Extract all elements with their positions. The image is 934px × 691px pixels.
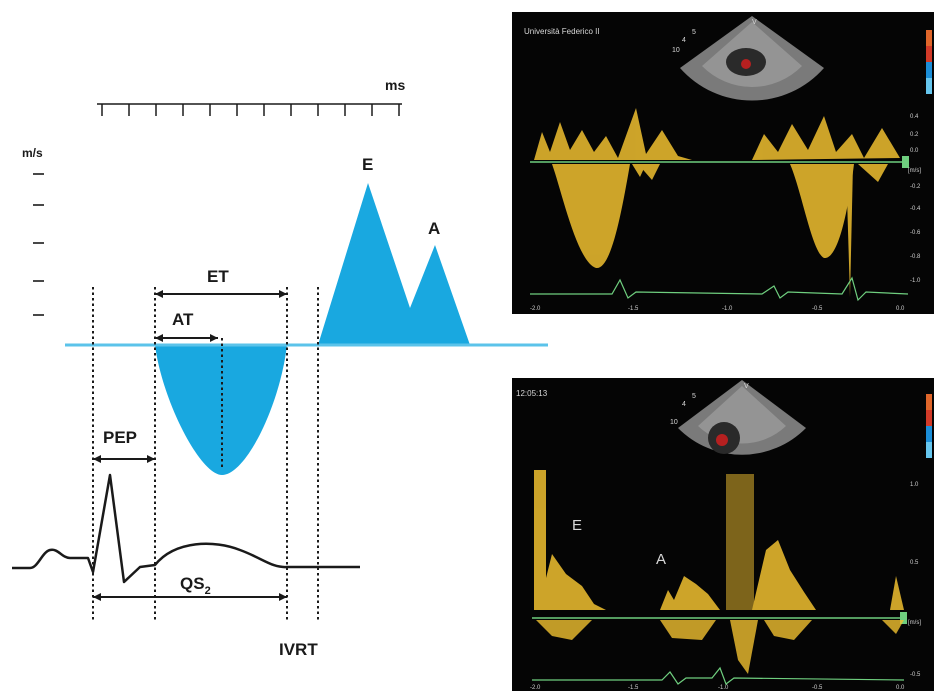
qs2-subscript: 2: [205, 585, 211, 597]
svg-text:[m/s]: [m/s]: [908, 168, 921, 174]
doppler-top-time-axis: -2.0 -1.5 -1.0 -0.5 0.0: [530, 306, 905, 312]
et-arrow: [155, 290, 287, 298]
at-arrow: [155, 334, 218, 342]
velocity-ticks: [33, 173, 44, 316]
doppler-bottom-graphic: 12:05:13 4 5 10 V E A: [516, 380, 932, 691]
probe-mark-4: 4: [682, 401, 686, 408]
doppler-bottom-lower-signal: [536, 620, 904, 674]
timing-guides: [92, 287, 319, 622]
pulsed-doppler-mitral-panel: 12:05:13 4 5 10 V E A: [512, 378, 934, 691]
qs2-arrow: [93, 593, 287, 601]
doppler-top-upper-signal: [534, 108, 900, 160]
svg-text:-0.5: -0.5: [812, 306, 823, 312]
probe-mark-10: 10: [670, 419, 678, 426]
svg-text:-0.4: -0.4: [910, 206, 921, 212]
svg-text:-0.2: -0.2: [910, 184, 921, 190]
svg-text:0.5: 0.5: [910, 560, 919, 566]
color-scale-bar: [926, 394, 932, 410]
at-label: AT: [172, 310, 194, 329]
bottom-e-peak-label: E: [572, 517, 582, 534]
svg-text:-2.0: -2.0: [530, 685, 541, 691]
ecg-trace: [12, 473, 360, 584]
doppler-top-lower-signal: [534, 164, 888, 297]
velocity-unit-label: m/s: [22, 146, 43, 160]
panel-bottom-caption: 12:05:13: [516, 389, 548, 398]
ivrt-label: IVRT: [279, 640, 318, 659]
svg-text:1.0: 1.0: [910, 482, 919, 488]
svg-text:-1.5: -1.5: [628, 685, 639, 691]
doppler-bottom-upper-signal: [534, 470, 904, 610]
svg-text:-0.5: -0.5: [910, 672, 921, 678]
a-peak-label: A: [428, 219, 440, 238]
probe-mark-4: 4: [682, 37, 686, 44]
svg-text:0.2: 0.2: [910, 132, 919, 138]
time-ruler: [97, 103, 402, 116]
svg-text:-0.8: -0.8: [910, 254, 921, 260]
doppler-top-graphic: Università Federico II 4 5 10 V: [524, 16, 932, 312]
probe-mark-v: V: [744, 383, 749, 390]
bottom-a-peak-label: A: [656, 551, 666, 568]
probe-mark-10: 10: [672, 47, 680, 54]
svg-text:0.0: 0.0: [896, 306, 905, 312]
svg-text:-0.6: -0.6: [910, 230, 921, 236]
color-scale-bar: [926, 30, 932, 46]
svg-text:-1.0: -1.0: [722, 306, 733, 312]
svg-text:-1.0: -1.0: [718, 685, 729, 691]
doppler-bottom-ecg: [532, 666, 905, 685]
diastolic-filling-wave: [318, 183, 470, 345]
svg-text:-1.5: -1.5: [628, 306, 639, 312]
doppler-bottom-scale: 1.0 0.5 [m/s] -0.5: [908, 482, 921, 678]
svg-text:0.4: 0.4: [910, 114, 919, 120]
svg-text:0.0: 0.0: [896, 685, 905, 691]
pep-arrow: [93, 455, 155, 463]
svg-text:-1.0: -1.0: [910, 278, 921, 284]
pulsed-doppler-aortic-panel: Università Federico II 4 5 10 V: [512, 12, 934, 314]
ms-unit-label: ms: [385, 77, 405, 93]
probe-mark-v: V: [752, 19, 757, 26]
svg-text:[m/s]: [m/s]: [908, 620, 921, 626]
doppler-bottom-time-axis: -2.0 -1.5 -1.0 -0.5 0.0: [530, 685, 905, 691]
pep-label: PEP: [103, 428, 137, 447]
e-peak-label: E: [362, 155, 373, 174]
panel-top-caption: Università Federico II: [524, 27, 600, 36]
svg-text:0.0: 0.0: [910, 148, 919, 154]
svg-text:-2.0: -2.0: [530, 306, 541, 312]
probe-mark-5: 5: [692, 393, 696, 400]
doppler-top-scale: 0.4 0.2 0.0 [m/s] -0.2 -0.4 -0.6 -0.8 -1…: [908, 114, 921, 284]
probe-mark-5: 5: [692, 29, 696, 36]
et-label: ET: [207, 267, 229, 286]
svg-text:-0.5: -0.5: [812, 685, 823, 691]
qs2-label: QS2: [180, 574, 211, 597]
doppler-top-ecg: [530, 276, 909, 302]
